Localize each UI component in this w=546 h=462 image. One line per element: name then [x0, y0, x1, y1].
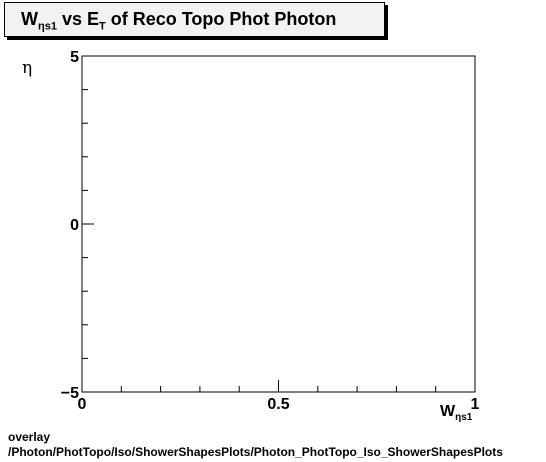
footer-line-1: overlay: [8, 430, 51, 444]
y-axis-label: η: [22, 58, 33, 78]
x-axis-label: Wηs1: [440, 403, 473, 424]
footer-line-2: /Photon/PhotTopo/Iso/ShowerShapesPlots/P…: [8, 445, 503, 459]
y-tick-label: 0: [70, 217, 79, 234]
axis-ticks: [81, 55, 476, 393]
x-tick-label: 0: [78, 396, 87, 413]
axis-tick-labels: 0 0.5 150−5: [61, 49, 480, 413]
y-tick-label: −5: [61, 385, 79, 402]
chart-title: Wηs1 vs ET of Reco Topo Phot Photon: [21, 9, 337, 33]
footer-path: overlay /Photon/PhotTopo/Iso/ShowerShape…: [8, 430, 503, 460]
plot-frame: [81, 55, 476, 393]
title-box: Wηs1 vs ET of Reco Topo Phot Photon: [4, 2, 385, 37]
y-tick-label: 5: [70, 49, 79, 66]
x-tick-label: 1: [471, 396, 480, 413]
x-tick-label: 0.5: [267, 396, 289, 413]
